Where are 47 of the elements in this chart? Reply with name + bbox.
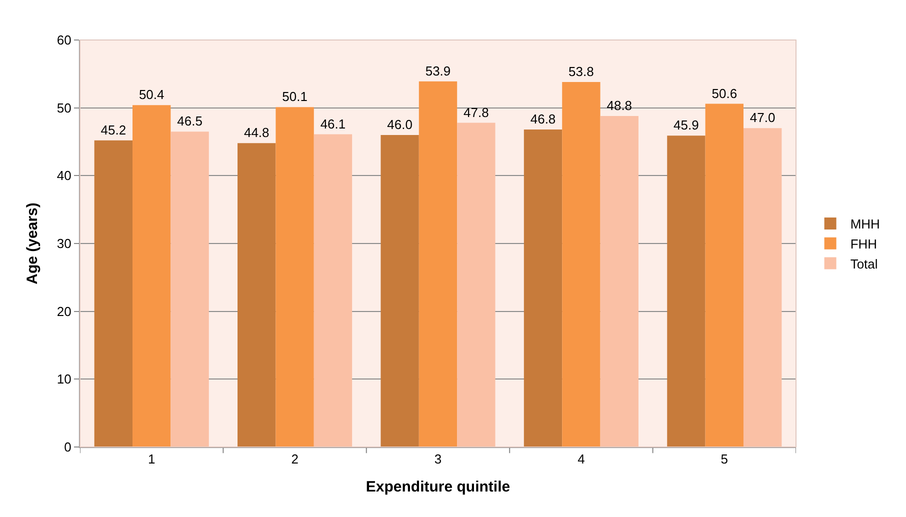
x-tick-label: 3 xyxy=(434,452,442,467)
data-label: 44.8 xyxy=(244,125,270,140)
bar xyxy=(314,134,352,447)
data-label: 48.8 xyxy=(606,98,632,113)
data-label: 53.9 xyxy=(425,63,451,78)
y-tick-label: 20 xyxy=(56,304,72,319)
data-label: 50.4 xyxy=(138,87,164,102)
data-label: 50.6 xyxy=(712,86,738,101)
legend-label: Total xyxy=(850,256,878,272)
y-tick-label: 40 xyxy=(56,168,72,184)
bar xyxy=(562,82,600,447)
y-tick-label: 30 xyxy=(56,236,72,252)
y-tick-label: 60 xyxy=(56,32,72,48)
x-tick-label: 2 xyxy=(291,452,298,467)
legend-label: MHH xyxy=(850,216,880,232)
x-axis-title: Expenditure quintile xyxy=(366,478,510,496)
bar xyxy=(238,143,276,447)
bar xyxy=(418,81,458,447)
bar xyxy=(276,107,314,447)
data-label: 47.8 xyxy=(464,104,489,120)
y-tick-label: 10 xyxy=(56,372,72,387)
data-label: 47.0 xyxy=(750,110,776,126)
bar xyxy=(667,136,706,447)
bar xyxy=(743,128,782,447)
bar xyxy=(380,134,419,447)
x-tick-label: 4 xyxy=(578,452,585,467)
bar xyxy=(170,132,209,447)
bar xyxy=(600,116,638,447)
y-axis-title: Age (years) xyxy=(24,202,42,284)
data-label: 46.5 xyxy=(177,114,202,129)
data-label: 46.0 xyxy=(387,116,412,132)
data-label: 45.9 xyxy=(674,118,699,133)
x-tick-label: 5 xyxy=(720,452,728,467)
data-label: 50.1 xyxy=(282,89,308,104)
legend-label: FHH xyxy=(850,236,878,252)
data-label: 53.8 xyxy=(568,64,594,80)
x-tick-label: 1 xyxy=(148,452,156,467)
data-label: 46.1 xyxy=(320,116,346,132)
bar xyxy=(132,105,171,447)
bar xyxy=(457,122,496,447)
bar xyxy=(94,140,133,447)
y-tick-label: 0 xyxy=(64,440,72,455)
data-label: 46.8 xyxy=(530,112,556,127)
data-label: 45.2 xyxy=(100,122,126,138)
bar xyxy=(524,130,562,447)
y-tick-label: 50 xyxy=(56,100,72,116)
bar xyxy=(705,104,744,447)
